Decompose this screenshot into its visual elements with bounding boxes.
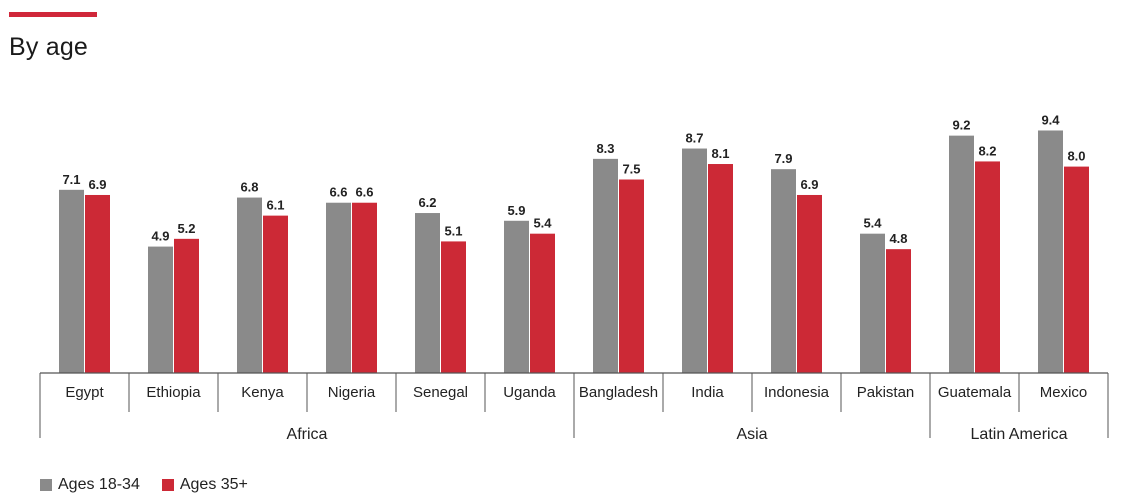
bar-nigeria-ages-18-34 (326, 202, 351, 373)
bar-kenya-ages-18-34 (237, 197, 262, 373)
data-label-ethiopia-ages-35: 5.2 (177, 221, 195, 236)
group-label-latin-america: Latin America (971, 426, 1068, 443)
category-label-kenya: Kenya (241, 384, 284, 401)
group-label-africa: Africa (287, 426, 328, 443)
data-label-pakistan-ages-35: 4.8 (889, 231, 907, 246)
data-label-indonesia-ages-35: 6.9 (800, 177, 818, 192)
data-label-nigeria-ages-18-34: 6.6 (329, 185, 347, 200)
category-label-ethiopia: Ethiopia (146, 384, 201, 401)
legend-item-ages-18-34: Ages 18-34 (40, 476, 140, 494)
data-label-bangladesh-ages-35: 7.5 (622, 162, 640, 177)
data-label-senegal-ages-35: 5.1 (444, 223, 462, 238)
bar-uganda-ages-35 (530, 233, 555, 373)
bar-indonesia-ages-18-34 (771, 169, 796, 373)
bar-indonesia-ages-35 (797, 194, 822, 373)
category-label-india: India (691, 384, 724, 401)
data-label-guatemala-ages-35: 8.2 (978, 143, 996, 158)
data-label-senegal-ages-18-34: 6.2 (418, 195, 436, 210)
bar-senegal-ages-35 (441, 241, 466, 373)
data-label-egypt-ages-35: 6.9 (88, 177, 106, 192)
bar-bangladesh-ages-18-34 (593, 158, 618, 373)
bar-guatemala-ages-35 (975, 161, 1000, 373)
bar-nigeria-ages-35 (352, 202, 377, 373)
bar-pakistan-ages-35 (886, 249, 911, 373)
data-label-nigeria-ages-35: 6.6 (355, 185, 373, 200)
bar-pakistan-ages-18-34 (860, 233, 885, 373)
category-label-nigeria: Nigeria (328, 384, 376, 401)
data-label-india-ages-35: 8.1 (711, 146, 729, 161)
category-label-pakistan: Pakistan (857, 384, 915, 401)
legend-label-ages-18-34: Ages 18-34 (58, 476, 140, 493)
bar-india-ages-35 (708, 164, 733, 373)
data-label-mexico-ages-18-34: 9.4 (1041, 112, 1060, 127)
data-label-uganda-ages-35: 5.4 (533, 216, 552, 231)
bar-guatemala-ages-18-34 (949, 135, 974, 373)
bar-egypt-ages-18-34 (59, 189, 84, 373)
data-label-egypt-ages-18-34: 7.1 (62, 172, 80, 187)
category-label-egypt: Egypt (65, 384, 104, 401)
data-label-mexico-ages-35: 8.0 (1067, 149, 1085, 164)
legend-swatch-ages-18-34 (40, 479, 52, 491)
bar-mexico-ages-35 (1064, 166, 1089, 373)
category-label-guatemala: Guatemala (938, 384, 1012, 401)
legend-label-ages-35-plus: Ages 35+ (179, 476, 248, 493)
category-label-indonesia: Indonesia (764, 384, 830, 401)
category-label-mexico: Mexico (1040, 384, 1088, 401)
bar-india-ages-18-34 (682, 148, 707, 373)
data-label-ethiopia-ages-18-34: 4.9 (151, 229, 169, 244)
data-label-pakistan-ages-18-34: 5.4 (863, 216, 882, 231)
data-label-kenya-ages-18-34: 6.8 (240, 180, 258, 195)
legend: Ages 18-34 Ages 35+ (40, 476, 248, 494)
bar-bangladesh-ages-35 (619, 179, 644, 373)
data-label-uganda-ages-18-34: 5.9 (507, 203, 525, 218)
legend-swatch-ages-35-plus (161, 479, 174, 491)
data-label-guatemala-ages-18-34: 9.2 (952, 118, 970, 133)
data-label-indonesia-ages-18-34: 7.9 (774, 151, 792, 166)
data-label-kenya-ages-35: 6.1 (266, 198, 284, 213)
data-label-bangladesh-ages-18-34: 8.3 (596, 141, 614, 156)
category-label-bangladesh: Bangladesh (579, 384, 658, 401)
bar-senegal-ages-18-34 (415, 213, 440, 373)
bar-uganda-ages-18-34 (504, 220, 529, 373)
bar-egypt-ages-35 (85, 194, 110, 373)
chart-title: By age (9, 33, 89, 61)
bar-ethiopia-ages-35 (174, 238, 199, 373)
legend-item-ages-35-plus: Ages 35+ (161, 476, 248, 494)
bar-chart: 7.1 6.9 Egypt 4.9 5.2 Ethiopia 6.8 6.1 Kenya 6.6 6… (39, 112, 1109, 443)
data-label-india-ages-18-34: 8.7 (685, 131, 703, 146)
bar-mexico-ages-18-34 (1038, 130, 1063, 373)
group-label-asia: Asia (736, 426, 767, 443)
bar-ethiopia-ages-18-34 (148, 246, 173, 373)
category-label-uganda: Uganda (503, 384, 556, 401)
title-accent-bar (9, 12, 97, 17)
category-label-senegal: Senegal (413, 384, 468, 401)
bar-kenya-ages-35 (263, 215, 288, 373)
